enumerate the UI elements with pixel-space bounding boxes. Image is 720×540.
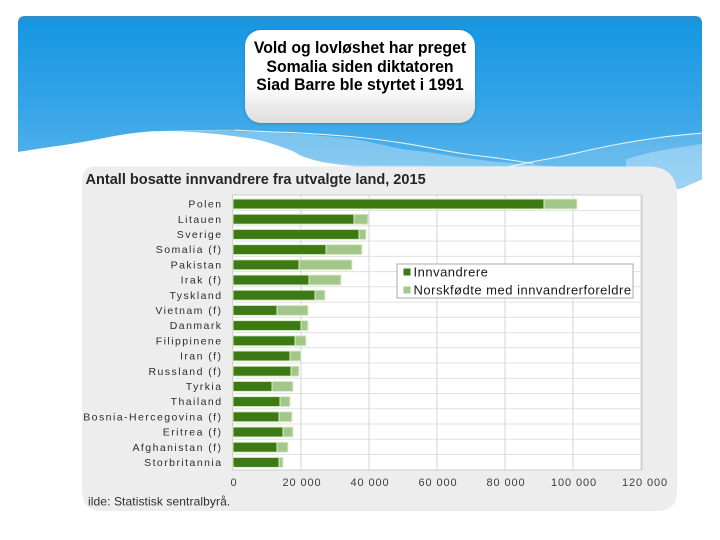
svg-text:Bosnia-Hercegovina (f): Bosnia-Hercegovina (f) — [83, 411, 222, 423]
svg-text:Vietnam (f): Vietnam (f) — [155, 305, 222, 317]
svg-text:Somalia (f): Somalia (f) — [156, 244, 223, 256]
svg-text:20 000: 20 000 — [282, 477, 321, 489]
svg-text:Innvandrere: Innvandrere — [414, 265, 489, 280]
svg-text:Danmark: Danmark — [170, 320, 223, 332]
svg-text:ilde: Statistisk sentralbyrå.: ilde: Statistisk sentralbyrå. — [88, 495, 230, 509]
svg-text:Antall bosatte innvandrere fra: Antall bosatte innvandrere fra utvalgte … — [86, 172, 426, 188]
svg-text:120 000: 120 000 — [622, 477, 668, 489]
svg-text:Pakistan: Pakistan — [171, 259, 223, 271]
svg-text:100 000: 100 000 — [551, 477, 597, 489]
svg-text:Filippinene: Filippinene — [156, 335, 223, 347]
svg-text:Storbritannia: Storbritannia — [144, 457, 222, 469]
svg-text:40 000: 40 000 — [350, 477, 389, 489]
svg-text:Irak (f): Irak (f) — [181, 275, 223, 287]
svg-text:Russland (f): Russland (f) — [148, 366, 222, 378]
svg-text:0: 0 — [230, 477, 237, 489]
svg-text:Afghanistan (f): Afghanistan (f) — [132, 442, 222, 454]
svg-text:Iran (f): Iran (f) — [180, 351, 223, 363]
svg-text:80 000: 80 000 — [486, 477, 525, 489]
svg-text:Thailand: Thailand — [171, 396, 223, 408]
svg-text:Eritrea (f): Eritrea (f) — [163, 427, 223, 439]
svg-text:Litauen: Litauen — [178, 214, 223, 226]
svg-text:Norskfødte med innvandrerforel: Norskfødte med innvandrerforeldre — [414, 283, 632, 298]
svg-text:Tyrkia: Tyrkia — [186, 381, 223, 393]
svg-text:Tyskland: Tyskland — [169, 290, 222, 302]
svg-text:Polen: Polen — [188, 199, 222, 211]
svg-text:60 000: 60 000 — [418, 477, 457, 489]
svg-text:Sverige: Sverige — [177, 229, 223, 241]
